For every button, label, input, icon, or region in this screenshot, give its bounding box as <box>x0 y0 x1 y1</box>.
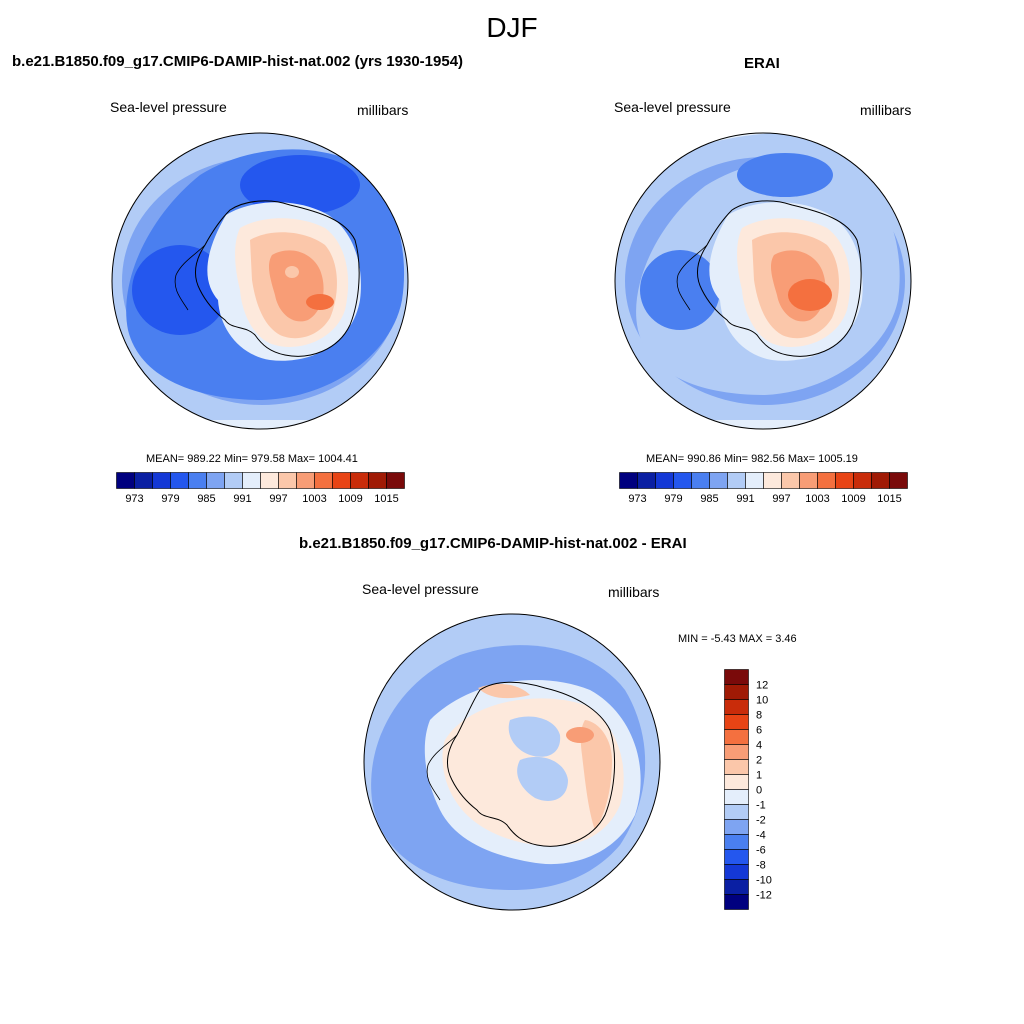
panel-2-variable-label: Sea-level pressure <box>614 99 731 115</box>
panel-3-colorbar-tick-label: 12 <box>756 680 768 692</box>
figure-title: DJF <box>486 12 538 43</box>
panel-3-units-label: millibars <box>608 584 660 600</box>
panel-3-colorbar-tick-label: 1 <box>756 770 762 782</box>
panel-1-units-label: millibars <box>357 102 409 118</box>
panel-1-variable-label: Sea-level pressure <box>110 99 227 115</box>
panel-3-colorbar-tick-label: 6 <box>756 725 762 737</box>
panel-3-colorbar-swatch <box>724 699 749 715</box>
panel-3-colorbar-tick-label: 10 <box>756 695 768 707</box>
panel-3-colorbar-tick-label: -1 <box>756 800 766 812</box>
panel-3-colorbar-tick-label: 2 <box>756 755 762 767</box>
panel-1-stats: MEAN= 989.22 Min= 979.58 Max= 1004.41 <box>146 453 358 465</box>
panel-3-colorbar-swatch <box>724 894 749 910</box>
panel-2-contours <box>615 133 911 429</box>
panel-2-colorbar-tick-label: 997 <box>772 493 790 505</box>
panel-2-colorbar: 973 979 985 991 997 1003 1009 1015 <box>619 472 908 505</box>
panel-3-title: b.e21.B1850.f09_g17.CMIP6-DAMIP-hist-nat… <box>299 535 687 552</box>
panel-2-title: ERAI <box>744 55 780 72</box>
panel-2-colorbar-tick-label: 985 <box>700 493 718 505</box>
panel-3-colorbar-tick-label: 8 <box>756 710 762 722</box>
panel-3-colorbar-tick-label: -2 <box>756 815 766 827</box>
panel-1-colorbar-tick-label: 997 <box>269 493 287 505</box>
panel-3-colorbar-tick-label: -6 <box>756 845 766 857</box>
panel-2-colorbar-tick-label: 1015 <box>877 493 901 505</box>
panel-3-colorbar-tick-label: -12 <box>756 890 772 902</box>
panel-1-colorbar-tick-label: 985 <box>197 493 215 505</box>
panel-3-contours <box>364 614 660 910</box>
panel-3-colorbar-tick-label: -8 <box>756 860 766 872</box>
panel-1-colorbar-tick-label: 1015 <box>374 493 398 505</box>
panel-1-colorbar: 973 979 985 991 997 1003 1009 1015 <box>116 472 405 505</box>
panel-3-colorbar-swatch <box>724 879 749 895</box>
panel-3-colorbar-tick-label: 4 <box>756 740 762 752</box>
panel-2-colorbar-tick-label: 1009 <box>841 493 865 505</box>
panel-3-colorbar-swatch <box>724 819 749 835</box>
panel-3-colorbar-swatch <box>724 684 749 700</box>
panel-3-colorbar-tick-label: 0 <box>756 785 762 797</box>
panel-3-colorbar-swatch <box>724 864 749 880</box>
panel-3-variable-label: Sea-level pressure <box>362 581 479 597</box>
panel-1-colorbar-tick-label: 1009 <box>338 493 362 505</box>
panel-3-colorbar-swatch <box>724 789 749 805</box>
panel-3-colorbar-swatch <box>724 849 749 865</box>
panel-3-colorbar-swatch <box>724 729 749 745</box>
panel-1-title: b.e21.B1850.f09_g17.CMIP6-DAMIP-hist-nat… <box>12 53 464 70</box>
panel-3-colorbar-swatch <box>724 804 749 820</box>
panel-3-colorbar-tick-label: -10 <box>756 875 772 887</box>
panel-3-colorbar-swatch <box>724 774 749 790</box>
panel-1-colorbar-tick-label: 973 <box>125 493 143 505</box>
panel-3-colorbar-swatch <box>724 744 749 760</box>
panel-2-colorbar-tick-label: 991 <box>736 493 754 505</box>
panel-2-colorbar-tick-label: 1003 <box>805 493 829 505</box>
panel-1-colorbar-tick-label: 1003 <box>302 493 326 505</box>
panel-1-colorbar-tick-label: 991 <box>233 493 251 505</box>
panel-3-colorbar-swatch <box>724 714 749 730</box>
panel-2-colorbar-tick-label: 973 <box>628 493 646 505</box>
panel-3-colorbar-tick-label: -4 <box>756 830 766 842</box>
panel-2-colorbar-tick-label: 979 <box>664 493 682 505</box>
panel-2-units-label: millibars <box>860 102 912 118</box>
panel-3-colorbar-swatch <box>724 759 749 775</box>
panel-3-colorbar-swatch <box>724 669 749 685</box>
panel-1-contours <box>112 133 408 429</box>
panel-2-colorbar-swatch <box>889 472 908 489</box>
panel-1-colorbar-swatch <box>386 472 405 489</box>
panel-2-stats: MEAN= 990.86 Min= 982.56 Max= 1005.19 <box>646 453 858 465</box>
panel-3-colorbar-swatch <box>724 834 749 850</box>
panel-1-colorbar-tick-label: 979 <box>161 493 179 505</box>
panel-3-stats: MIN = -5.43 MAX = 3.46 <box>678 633 797 645</box>
